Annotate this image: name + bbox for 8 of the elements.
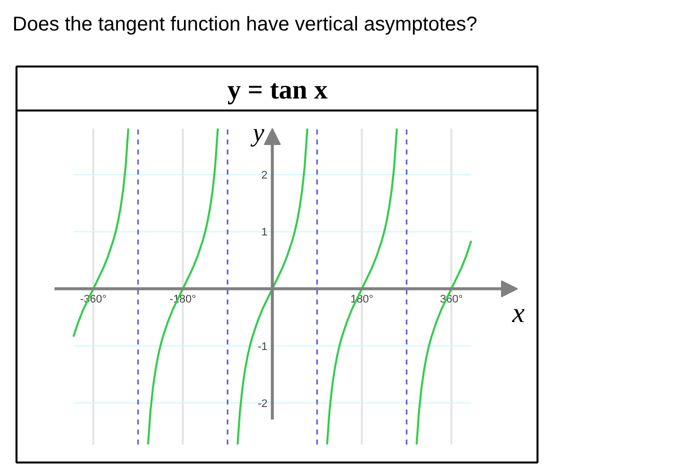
- chart-title: y = tan x: [227, 74, 328, 104]
- text: Does the tangent function have vertical asymptotes?: [12, 14, 478, 36]
- y-tick-label: -1: [258, 340, 268, 353]
- y-tick-label: -2: [258, 398, 268, 410]
- y-tick-label: 2: [261, 170, 268, 182]
- y-tick-label: 1: [261, 226, 268, 239]
- y-axis-title: y: [250, 118, 265, 147]
- x-axis-title: x: [511, 298, 526, 329]
